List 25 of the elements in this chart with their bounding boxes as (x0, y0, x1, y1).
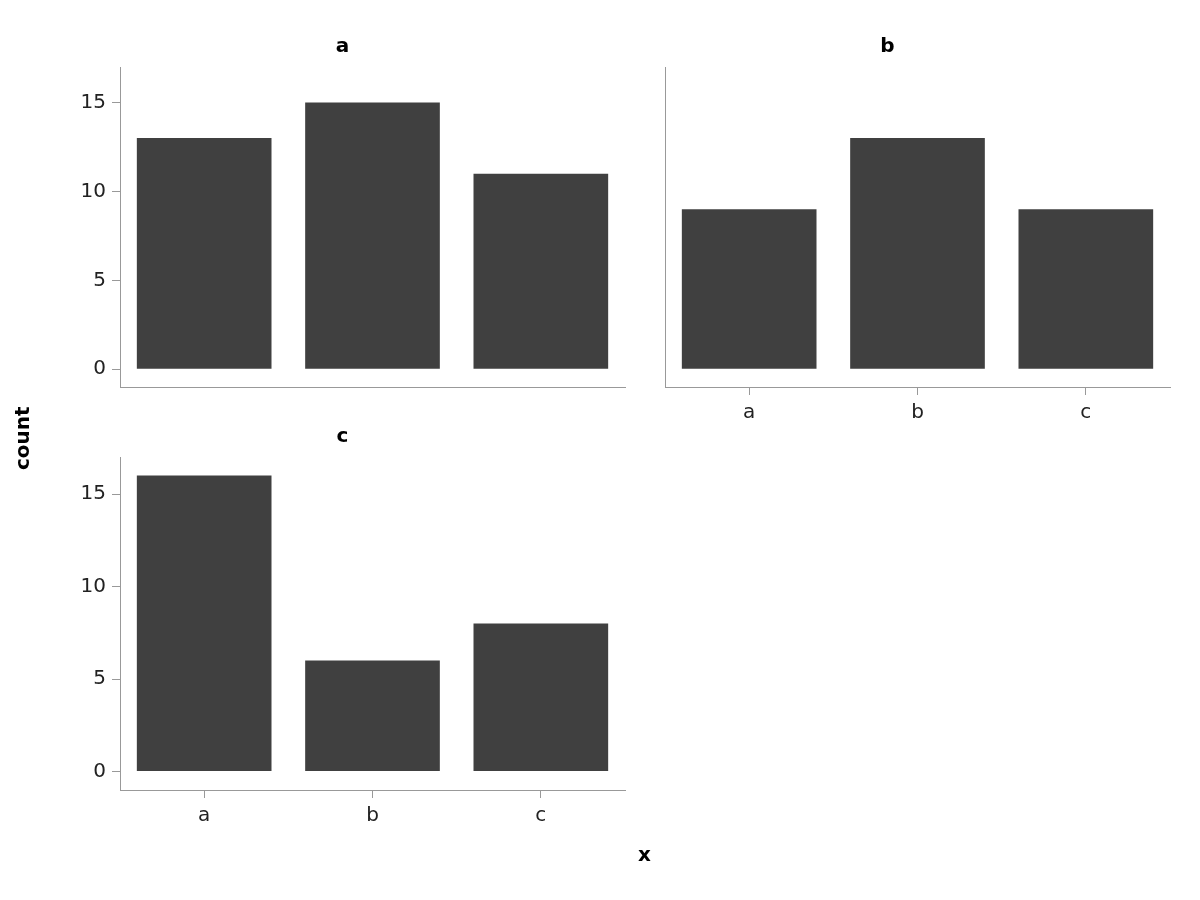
y-tick-label: 5 (93, 665, 106, 690)
x-tick-label: b (366, 802, 379, 827)
chart-title: a (335, 33, 350, 58)
x-tick-label: a (198, 802, 211, 827)
x-tick-label: b (911, 399, 924, 424)
x-axis-title: x (638, 842, 651, 866)
x-tick-label: c (535, 802, 547, 827)
y-tick-label: 0 (93, 757, 106, 782)
chart-title: c (336, 423, 349, 448)
y-axis-title: count (10, 406, 34, 470)
y-tick-label: 15 (80, 88, 106, 113)
bar (473, 173, 609, 369)
bar (136, 138, 272, 369)
chart-title: b (880, 33, 895, 58)
x-tick-label: a (743, 399, 756, 424)
y-tick-label: 10 (80, 177, 106, 202)
x-tick-label: c (1080, 399, 1092, 424)
bar (136, 475, 272, 771)
y-tick-label: 0 (93, 355, 106, 380)
y-tick-label: 15 (80, 480, 106, 505)
y-tick-label: 10 (80, 572, 106, 597)
bar (305, 660, 440, 771)
bar (473, 623, 609, 771)
y-tick-label: 5 (93, 266, 106, 291)
bar (305, 102, 440, 369)
